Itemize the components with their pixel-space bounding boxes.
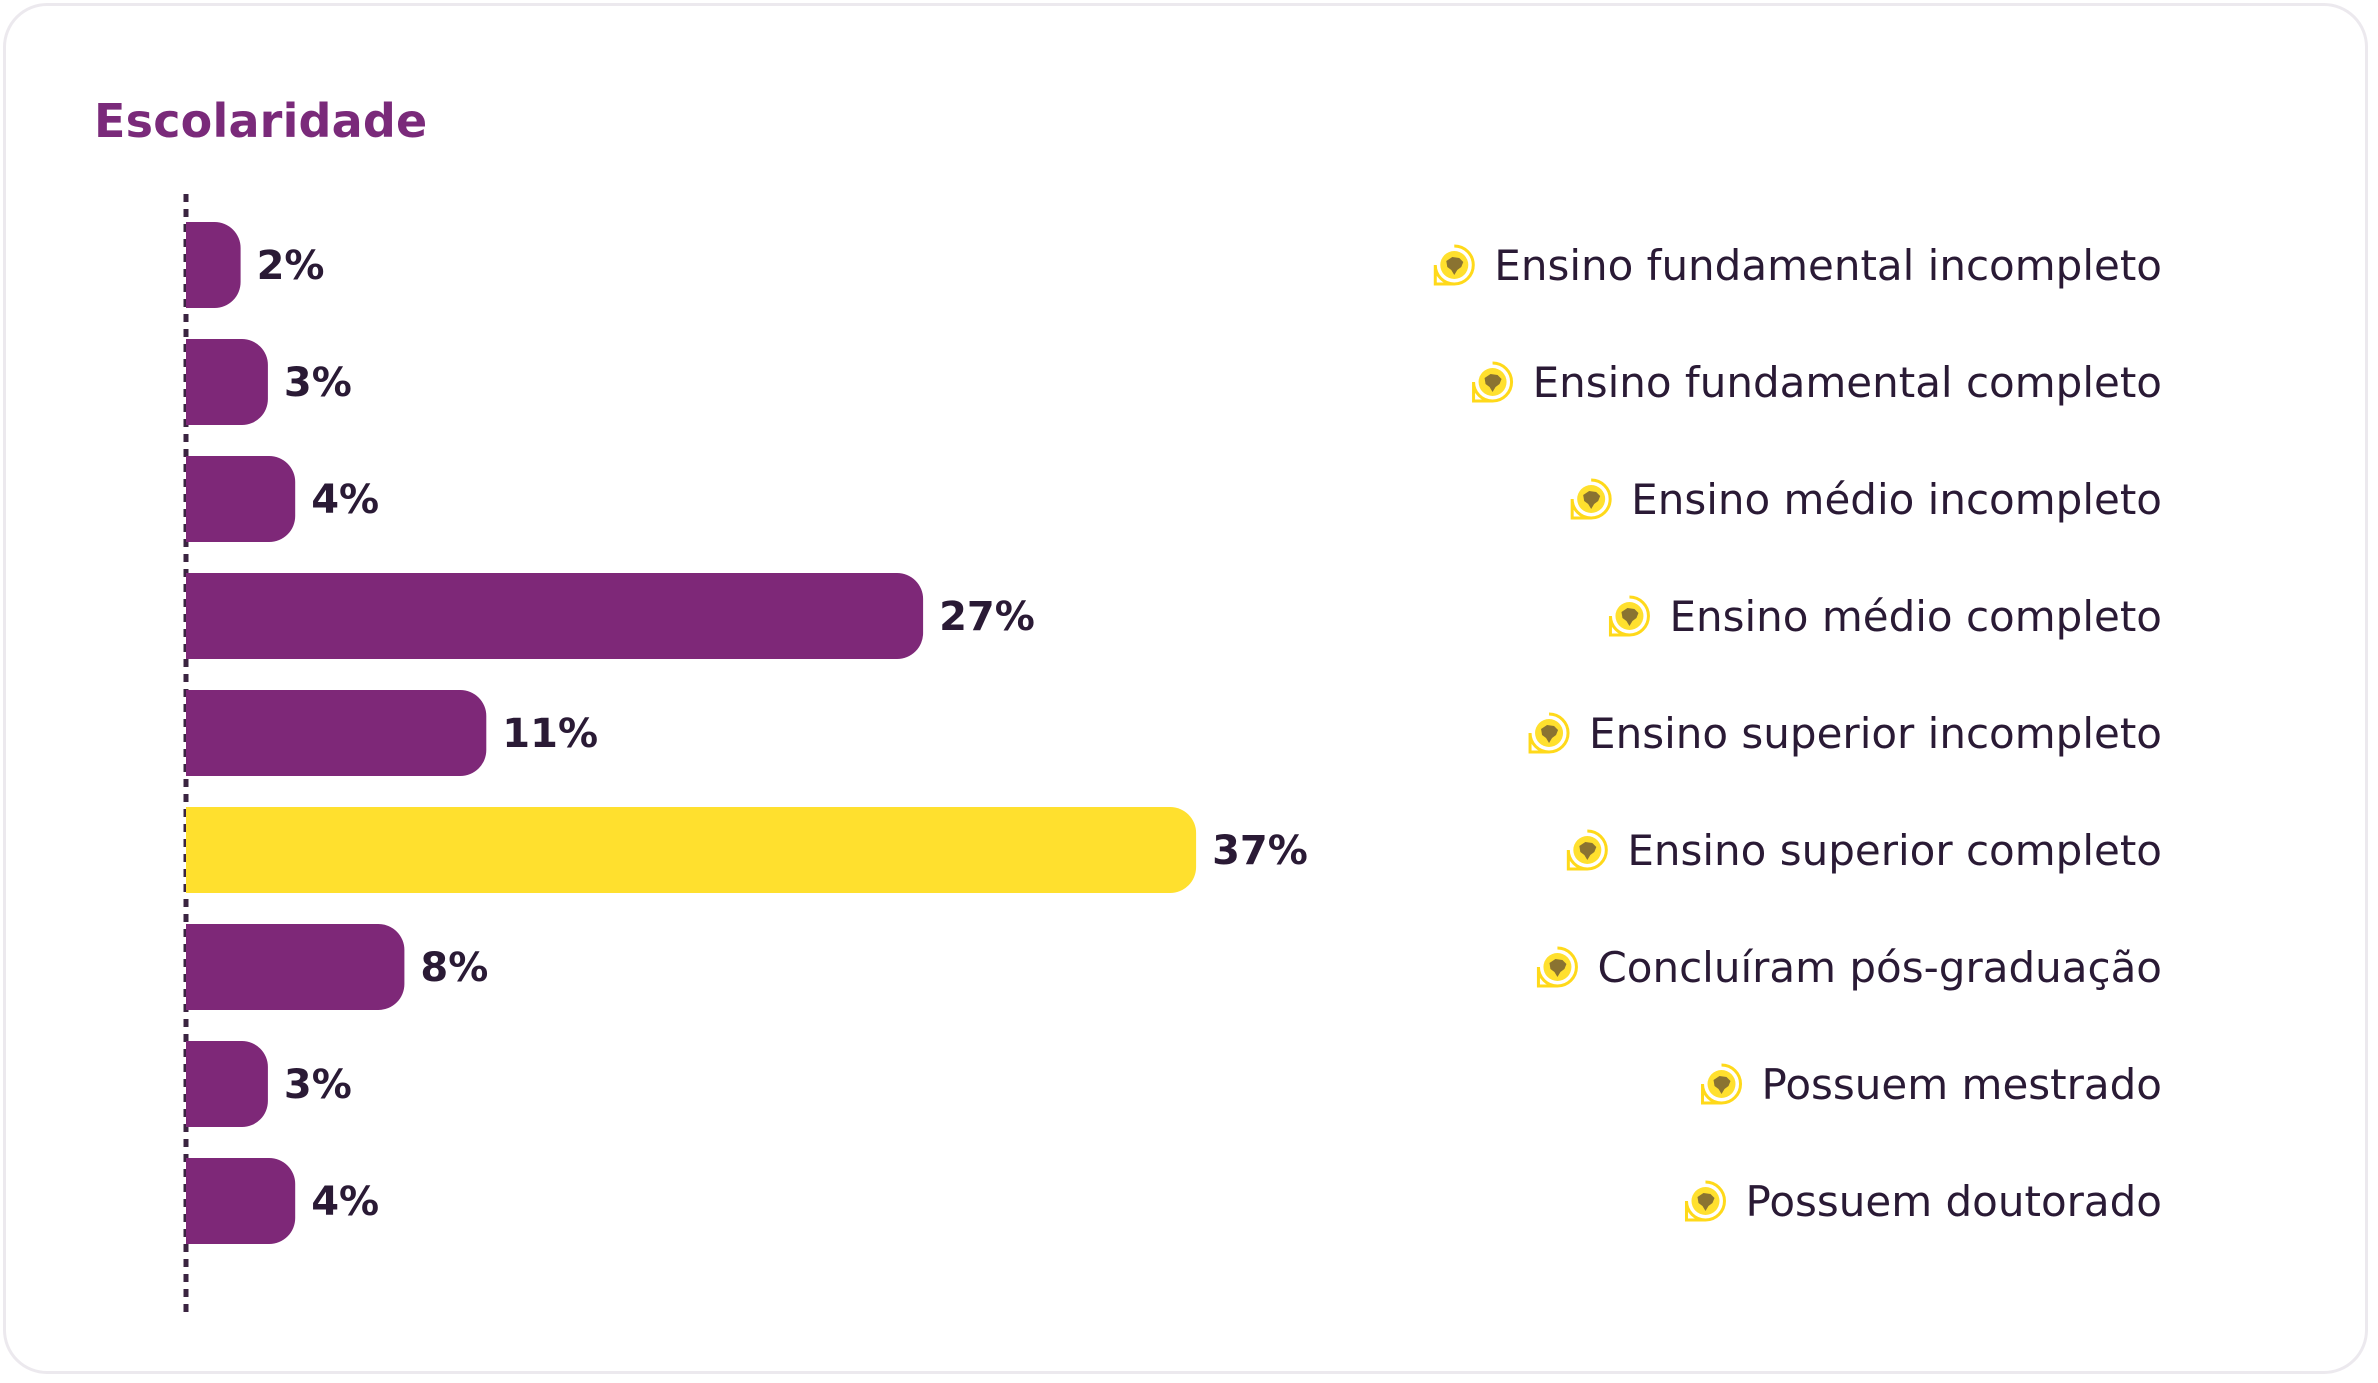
- bar-8: [186, 1158, 296, 1244]
- brazil-map-pin-icon: [1433, 244, 1475, 286]
- category-label-0: Ensino fundamental incompleto: [1494, 241, 2162, 290]
- value-label-6: 8%: [420, 945, 488, 991]
- category-label-7: Possuem mestrado: [1762, 1060, 2162, 1109]
- brazil-map-pin-icon: [1528, 712, 1570, 754]
- category-label-2: Ensino médio incompleto: [1631, 475, 2162, 524]
- category-label-8: Possuem doutorado: [1745, 1177, 2162, 1226]
- value-label-2: 4%: [311, 477, 379, 523]
- value-label-0: 2%: [257, 243, 325, 289]
- chart-card: Escolaridade: [3, 3, 2368, 1374]
- bar-0: [186, 222, 241, 308]
- category-label-6: Concluíram pós-graduação: [1597, 943, 2162, 992]
- bar-4: [186, 690, 487, 776]
- bar-2: [186, 456, 296, 542]
- value-label-7: 3%: [284, 1062, 352, 1108]
- brazil-map-pin-icon: [1701, 1063, 1743, 1105]
- category-label-4: Ensino superior incompleto: [1589, 709, 2162, 758]
- category-label-5: Ensino superior completo: [1627, 826, 2162, 875]
- brazil-map-pin-icon: [1684, 1180, 1726, 1222]
- brazil-map-pin-icon: [1566, 829, 1608, 871]
- brazil-map-pin-icon: [1536, 946, 1578, 988]
- bar-6: [186, 924, 405, 1010]
- category-label-1: Ensino fundamental completo: [1533, 358, 2162, 407]
- value-label-4: 11%: [502, 711, 598, 757]
- value-label-8: 4%: [311, 1179, 379, 1225]
- value-label-5: 37%: [1212, 828, 1308, 874]
- bar-3: [186, 573, 924, 659]
- bar-1: [186, 339, 268, 425]
- chart-title: Escolaridade: [94, 94, 428, 148]
- bar-7: [186, 1041, 268, 1127]
- value-label-3: 27%: [939, 594, 1035, 640]
- brazil-map-pin-icon: [1570, 478, 1612, 520]
- value-label-1: 3%: [284, 360, 352, 406]
- brazil-map-pin-icon: [1472, 361, 1514, 403]
- brazil-map-pin-icon: [1608, 595, 1650, 637]
- category-label-3: Ensino médio completo: [1669, 592, 2162, 641]
- bar-5: [186, 807, 1197, 893]
